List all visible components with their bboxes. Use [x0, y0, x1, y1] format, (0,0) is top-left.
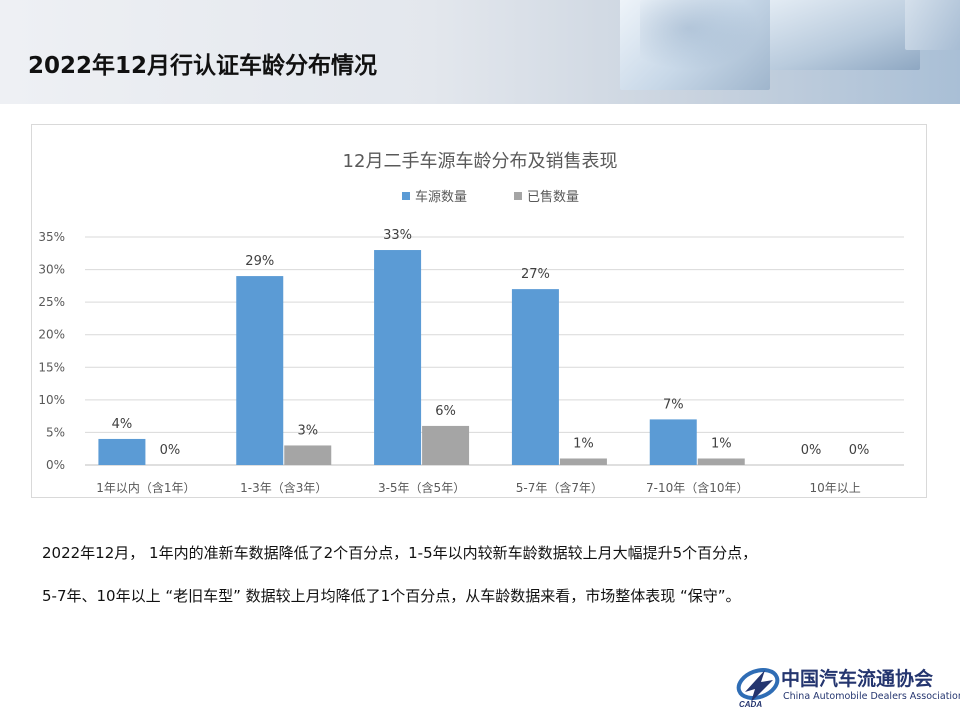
- x-tick-label: 1年以内（含1年）: [96, 480, 195, 495]
- y-tick-label: 10%: [38, 393, 65, 407]
- data-label: 1%: [711, 436, 732, 451]
- decorative-cube: [620, 0, 770, 90]
- x-tick-label: 5-7年（含7年）: [516, 480, 603, 495]
- data-label: 29%: [245, 254, 274, 269]
- cada-logo-icon: CADA: [736, 667, 780, 708]
- data-label: 33%: [383, 228, 412, 243]
- x-tick-label: 7-10年（含10年）: [646, 480, 749, 495]
- data-label: 4%: [112, 417, 133, 432]
- y-tick-label: 0%: [46, 458, 65, 472]
- legend-label-2: 已售数量: [527, 189, 579, 205]
- data-label: 3%: [297, 423, 318, 438]
- cada-logo: CADA 中国汽车流通协会 China Automobile Dealers A…: [735, 660, 960, 710]
- data-label: 0%: [849, 443, 870, 458]
- y-tick-label: 20%: [38, 328, 65, 342]
- bar-supply: [98, 438, 146, 465]
- legend-swatch-1: [402, 192, 410, 200]
- data-label: 0%: [160, 443, 181, 458]
- page-title: 2022年12月行认证车龄分布情况: [28, 53, 378, 79]
- bar-supply: [374, 250, 422, 465]
- bar-supply: [236, 276, 284, 465]
- bar-sold: [284, 445, 332, 465]
- logo-english-name: China Automobile Dealers Association: [783, 691, 960, 702]
- y-tick-label: 35%: [38, 230, 65, 244]
- x-tick-label: 3-5年（含5年）: [378, 480, 465, 495]
- y-tick-label: 15%: [38, 360, 65, 374]
- y-tick-label: 5%: [46, 425, 65, 439]
- data-label: 27%: [521, 267, 550, 282]
- y-tick-label: 30%: [38, 263, 65, 277]
- data-label: 0%: [801, 443, 822, 458]
- bar-sold: [422, 425, 470, 465]
- bar-supply: [649, 419, 697, 465]
- y-tick-label: 25%: [38, 295, 65, 309]
- decorative-cube: [770, 0, 920, 70]
- bar-sold: [697, 458, 745, 465]
- decorative-cube: [905, 0, 960, 50]
- summary-line-2: 5-7年、10年以上 “老旧车型” 数据较上月均降低了1个百分点，从车龄数据来看…: [42, 587, 741, 605]
- data-label: 7%: [663, 397, 684, 412]
- decorative-map: [640, 0, 760, 70]
- legend-label-1: 车源数量: [415, 189, 467, 205]
- legend-swatch-2: [514, 192, 522, 200]
- data-label: 1%: [573, 436, 594, 451]
- header-banner: 2022年12月行认证车龄分布情况: [0, 0, 960, 104]
- bar-sold: [559, 458, 607, 465]
- logo-chinese-name: 中国汽车流通协会: [781, 668, 934, 690]
- chart-container: 12月二手车源车龄分布及销售表现车源数量 已售数量 0% 5% 10% 15% 20% 25%…: [31, 124, 927, 498]
- chart-title: 12月二手车源车龄分布及销售表现: [343, 151, 618, 172]
- data-label: 6%: [435, 404, 456, 419]
- x-tick-label: 10年以上: [809, 481, 860, 495]
- x-tick-label: 1-3年（含3年）: [240, 480, 327, 495]
- logo-mark-text: CADA: [739, 700, 762, 708]
- bar-supply: [511, 289, 559, 465]
- summary-line-1: 2022年12月， 1年内的准新车数据降低了2个百分点，1-5年以内较新车龄数据…: [42, 544, 758, 562]
